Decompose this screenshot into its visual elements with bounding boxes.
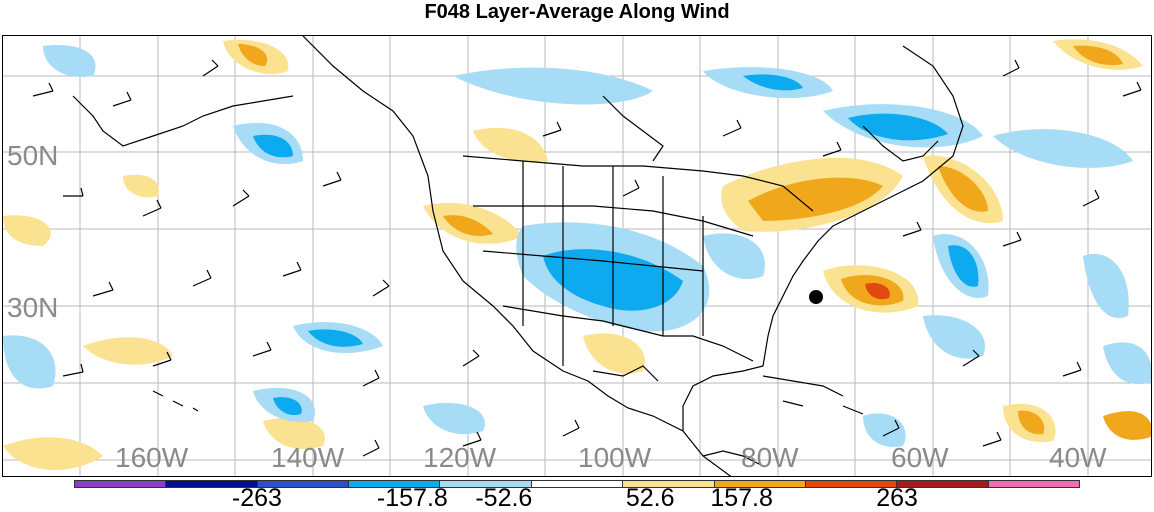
colorbar-tick-label: 52.6 [625, 484, 675, 512]
colorbar-bin [75, 481, 167, 487]
colorbar-tick-label: 263 [876, 484, 918, 512]
colorbar-bin [714, 481, 806, 487]
lon-label-100w: 100W [578, 442, 652, 473]
positive-anomaly-shading [3, 39, 1151, 470]
colorbar-tick-label: -52.6 [475, 484, 533, 512]
colorbar-bin [531, 481, 624, 487]
coastlines [72, 36, 964, 476]
negative-anomaly-shading [3, 45, 1151, 447]
lat-label-50n: 50N [7, 140, 59, 171]
wind-barbs [32, 59, 1142, 457]
map-panel[interactable]: 50N 30N 160W 140W 120W 100W 80W 60W 40W [2, 35, 1152, 477]
map-title: F048 Layer-Average Along Wind [424, 1, 730, 23]
lon-label-40w: 40W [1049, 442, 1107, 473]
storm-center-marker [809, 290, 823, 304]
lon-label-120w: 120W [423, 442, 497, 473]
lon-label-80w: 80W [741, 442, 799, 473]
map-canvas [3, 36, 1151, 476]
colorbar-bin [166, 481, 258, 487]
colorbar-bin [349, 481, 441, 487]
colorbar-bin [257, 481, 350, 487]
colorbar-tick-label: -157.8 [376, 484, 448, 512]
lat-label-30n: 30N [7, 292, 59, 323]
colorbar-bin [440, 481, 532, 487]
colorbar-tick-label: -263 [231, 484, 282, 512]
lon-label-60w: 60W [891, 442, 949, 473]
lon-label-160w: 160W [115, 442, 189, 473]
colorbar [74, 480, 1080, 488]
colorbar-bin [805, 481, 898, 487]
lon-label-140w: 140W [271, 442, 345, 473]
colorbar-bin [897, 481, 989, 487]
colorbar-tick-label: 157.8 [710, 484, 773, 512]
colorbar-bin [623, 481, 715, 487]
colorbar-bin [988, 481, 1079, 487]
